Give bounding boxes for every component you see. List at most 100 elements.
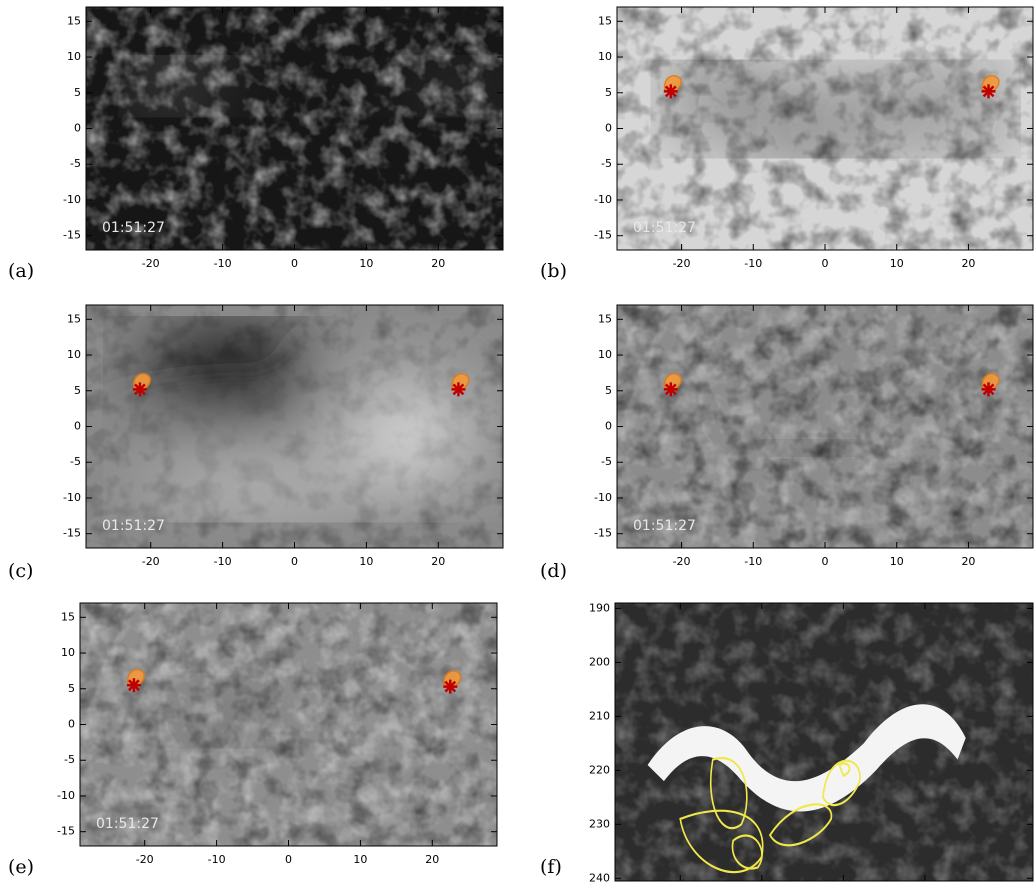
y-tick-label: 15 — [61, 610, 75, 623]
marker — [132, 382, 147, 397]
y-tick-label: -15 — [63, 527, 81, 540]
bright-patch — [417, 681, 447, 711]
contour — [838, 762, 851, 778]
y-tick-label: 15 — [598, 14, 612, 27]
contour — [731, 834, 763, 870]
x-tick-label: -20 — [142, 257, 160, 270]
y-tick-label: 5 — [74, 384, 81, 397]
panel: -20 -10 0 10 20 -15 -10 -5 0 5 10 15 (e) 01:51:27 — [8, 602, 498, 878]
y-tick-label: 230 — [589, 817, 610, 830]
y-tick-label: -15 — [63, 229, 81, 242]
panel: -20 -10 0 10 20 -15 -10 -5 0 5 10 15 (c) 01:51:27 — [8, 304, 504, 582]
x-tick-label: -20 — [136, 853, 154, 866]
texture — [617, 305, 1033, 548]
contour — [709, 756, 748, 830]
panel-label: (c) — [8, 560, 33, 582]
panel-label: (d) — [540, 560, 567, 582]
timestamp: 01:51:27 — [102, 220, 165, 236]
marker — [663, 84, 678, 99]
y-tick-label: -15 — [57, 825, 75, 838]
y-tick-label: -10 — [63, 193, 81, 206]
y-tick-label: 0 — [605, 122, 612, 135]
image-layer — [80, 603, 497, 846]
bright-spot — [446, 80, 473, 113]
positive-polarity — [352, 390, 468, 477]
y-tick-label: -10 — [57, 789, 75, 802]
x-tick-label: 20 — [961, 257, 975, 270]
panel: -20 -10 0 10 20 -15 -10 -5 0 5 10 15 (d) 01:51:27 — [540, 304, 1034, 582]
penumbra — [853, 89, 940, 125]
axes-frame — [614, 602, 1034, 882]
y-tick-label: 5 — [74, 86, 81, 99]
flare-ribbon — [647, 704, 966, 812]
y-tick-label: -10 — [594, 491, 612, 504]
y-tick-label: 5 — [605, 86, 612, 99]
y-tick-label: 15 — [598, 312, 612, 325]
x-tick-label: 20 — [425, 853, 439, 866]
x-tick-label: 20 — [961, 555, 975, 568]
x-tick-label: 0 — [285, 853, 292, 866]
image — [80, 603, 497, 846]
features — [150, 60, 473, 113]
marker-stroke — [982, 383, 995, 396]
panel-label: (f) — [540, 856, 562, 878]
image-layer — [617, 305, 1033, 548]
y-tick-label: -15 — [594, 229, 612, 242]
positive-polarity — [136, 462, 367, 506]
dark-patch — [187, 720, 260, 743]
features — [647, 704, 966, 874]
y-tick-label: 5 — [605, 384, 612, 397]
marker-stroke — [134, 383, 146, 396]
umbra — [681, 67, 754, 118]
dark-lane — [767, 440, 854, 456]
y-tick-label: 10 — [598, 50, 612, 63]
y-tick-label: 0 — [74, 122, 81, 135]
y-tick-label: -15 — [594, 527, 612, 540]
image — [617, 7, 1033, 250]
y-tick-label: 0 — [605, 420, 612, 433]
texture — [86, 7, 503, 250]
marker — [443, 679, 458, 694]
x-tick-label: 0 — [291, 257, 298, 270]
contour — [822, 759, 861, 807]
y-tick-label: -5 — [601, 157, 612, 170]
y-tick-label: -10 — [63, 491, 81, 504]
y-tick-label: 210 — [589, 709, 610, 722]
timestamp: 01:51:27 — [96, 816, 159, 832]
marker-stroke — [444, 680, 457, 693]
x-tick-label: 10 — [359, 257, 373, 270]
marker — [981, 382, 996, 397]
y-tick-label: 15 — [67, 312, 81, 325]
timestamp: 01:51:27 — [633, 220, 696, 236]
image — [617, 305, 1033, 548]
x-tick-label: 10 — [359, 555, 373, 568]
x-tick-label: 0 — [291, 555, 298, 568]
features — [187, 681, 447, 743]
x-tick-label: 20 — [431, 257, 445, 270]
timestamp: 01:51:27 — [102, 518, 165, 534]
panel: 180200220240190200210220230240(f) — [540, 601, 1034, 884]
marker-stroke — [664, 85, 677, 98]
y-tick-label: 200 — [589, 655, 610, 668]
timestamp: 01:51:27 — [633, 518, 696, 534]
marker — [981, 84, 996, 99]
y-tick-label: 10 — [67, 50, 81, 63]
x-tick-label: -10 — [744, 555, 762, 568]
bright-spot — [150, 60, 194, 97]
x-tick-label: -10 — [214, 257, 232, 270]
marker-stroke — [452, 383, 465, 396]
umbra — [932, 82, 990, 133]
x-tick-label: -20 — [142, 555, 160, 568]
image — [86, 305, 503, 548]
y-tick-label: -5 — [601, 455, 612, 468]
image — [86, 7, 503, 250]
marker-stroke — [982, 85, 995, 98]
panel: -20 -10 0 10 20 -15 -10 -5 0 5 10 15 (a) 01:51:27 — [8, 6, 504, 282]
x-tick-label: 10 — [890, 555, 904, 568]
x-tick-label: 10 — [890, 257, 904, 270]
penumbra — [746, 107, 876, 150]
features — [681, 67, 990, 150]
x-tick-label: 10 — [353, 853, 367, 866]
y-tick-label: -5 — [64, 753, 75, 766]
features — [136, 333, 468, 506]
